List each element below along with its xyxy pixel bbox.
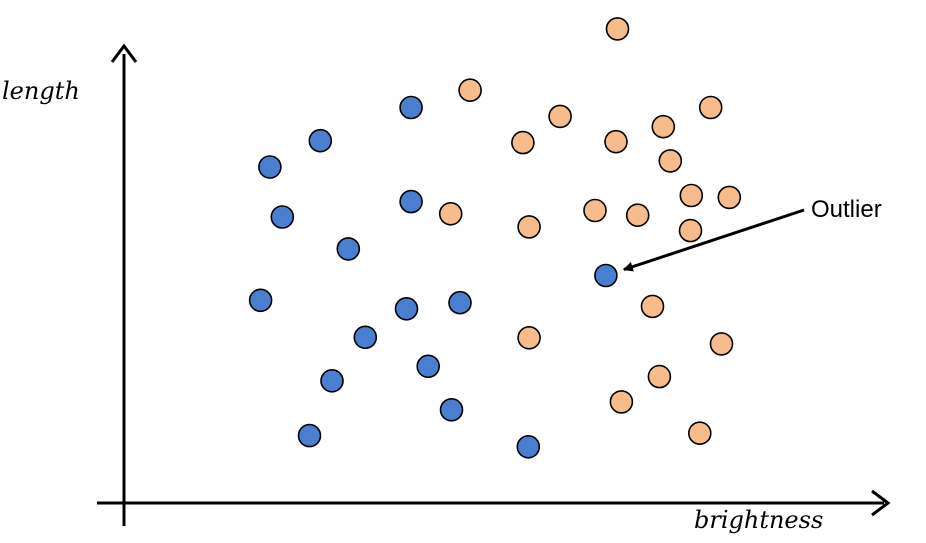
data-point-series1-8 — [394, 296, 419, 321]
y-axis-label: length — [2, 77, 80, 105]
data-point-series2-5 — [651, 114, 676, 139]
axes — [97, 43, 891, 526]
data-point-series2-6 — [511, 130, 535, 155]
data-point-series1-6 — [336, 237, 361, 261]
data-point-series1-16 — [594, 263, 618, 288]
y-axis-arrowhead — [110, 43, 138, 63]
data-point-series1-9 — [448, 290, 472, 315]
data-point-series1-1 — [399, 95, 423, 120]
data-point-series2-11 — [438, 202, 463, 226]
data-point-series1-10 — [353, 325, 378, 350]
data-point-series1-11 — [416, 354, 441, 379]
outlier-label: Outlier — [811, 196, 882, 223]
data-point-series2-3 — [548, 104, 572, 129]
data-point-series2-9 — [679, 183, 704, 208]
outlier-annotation: Outlier — [622, 196, 882, 272]
data-point-series2-13 — [625, 203, 650, 227]
data-point-series1-13 — [439, 397, 464, 422]
data-point-series2-2 — [458, 78, 482, 102]
data-point-series2-15 — [517, 215, 541, 239]
data-point-series1-14 — [297, 423, 322, 448]
x-axis-label: brightness — [694, 506, 823, 534]
data-point-series2-18 — [709, 332, 734, 356]
data-point-series2-10 — [717, 185, 742, 210]
data-point-series1-3 — [258, 155, 282, 179]
outlier-arrow — [622, 208, 805, 272]
data-point-series2-12 — [583, 198, 607, 223]
data-point-series2-16 — [640, 294, 665, 319]
data-point-series1-15 — [516, 434, 541, 459]
data-point-series2-17 — [517, 325, 541, 350]
data-point-series1-5 — [399, 189, 423, 214]
data-points — [248, 17, 742, 459]
data-point-series2-21 — [687, 421, 712, 446]
data-point-series2-4 — [698, 95, 723, 120]
data-point-series1-4 — [270, 205, 295, 229]
data-point-series2-8 — [658, 149, 683, 173]
data-point-series2-20 — [609, 390, 634, 414]
data-point-series2-1 — [605, 17, 630, 41]
data-point-series1-7 — [248, 288, 273, 313]
data-point-series2-14 — [678, 218, 703, 243]
data-point-series1-12 — [320, 368, 344, 393]
data-point-series2-7 — [604, 129, 628, 154]
x-axis-arrowhead — [871, 489, 891, 517]
data-point-series1-2 — [308, 128, 333, 153]
data-point-series2-19 — [647, 364, 672, 389]
